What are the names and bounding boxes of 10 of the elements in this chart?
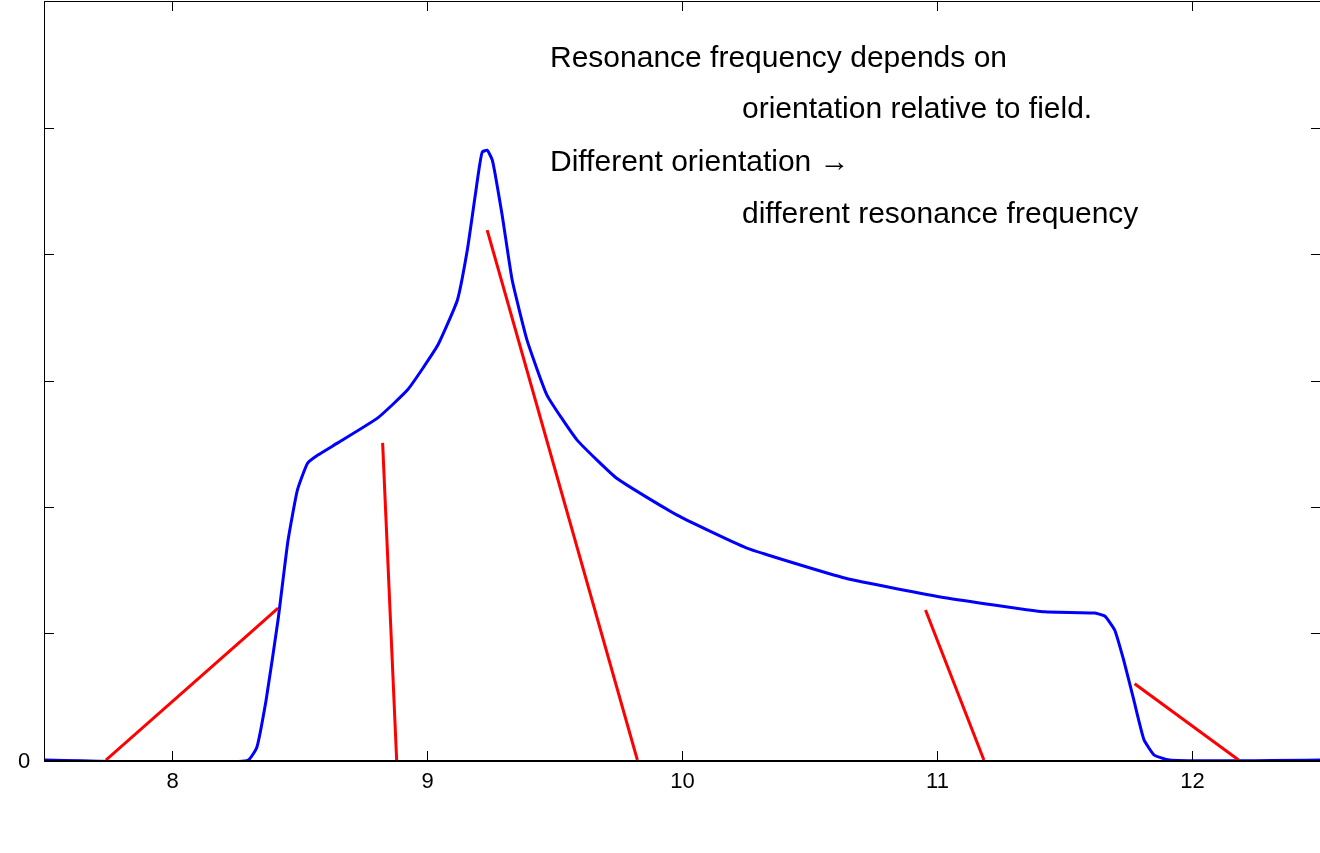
text: 0 [18,748,31,773]
annotation: Different orientation → [550,144,850,177]
x-tick-label: 9 [421,767,434,793]
x-tick-label: 12 [1180,767,1205,793]
x-tick-label: 11 [926,767,949,793]
annotation: different resonance frequency [742,196,1139,229]
x-tick-label: 8 [166,767,179,793]
text: Resonance frequency depends on [550,40,1008,73]
text: orientation relative to field. [742,91,1093,124]
x-tick-label: 10 [670,767,695,793]
